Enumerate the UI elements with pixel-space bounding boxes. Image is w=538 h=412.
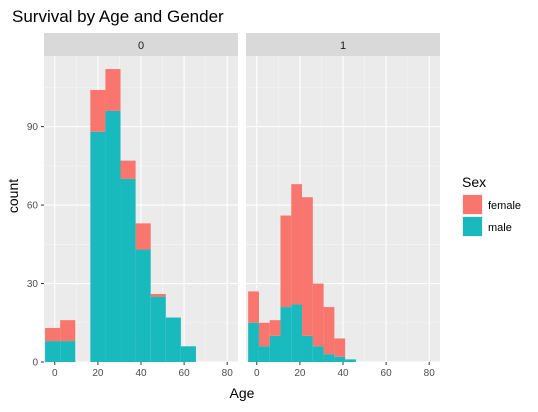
bar-male <box>248 322 259 362</box>
facet-strip <box>246 33 440 56</box>
y-tick-label: 60 <box>27 201 39 212</box>
bar-male <box>345 359 356 362</box>
x-tick-label: 0 <box>254 368 260 379</box>
facet-strip-label: 0 <box>138 40 144 52</box>
facet-panel-1: 1 0 20 40 60 80 <box>246 33 440 379</box>
bar-male <box>302 335 313 362</box>
facet-panels: 0 0 20 40 60 80 0 30 60 90 1 0 20 40 60 80 <box>27 33 440 379</box>
y-tick-label: 0 <box>32 358 38 369</box>
legend-key-male <box>463 217 482 236</box>
bar-female <box>323 307 335 355</box>
x-tick-label: 0 <box>52 368 58 379</box>
x-tick-label: 20 <box>92 368 104 379</box>
bar-female <box>291 184 303 305</box>
bar-female <box>302 197 313 336</box>
bar-male <box>280 307 292 362</box>
bar-female <box>280 215 292 308</box>
bar-female <box>258 322 270 347</box>
bar-male <box>90 131 106 362</box>
bar-male <box>312 346 324 362</box>
legend-title: Sex <box>462 174 486 190</box>
bar-male <box>135 249 151 362</box>
bar-female <box>312 283 324 347</box>
legend-label-female: female <box>488 200 521 212</box>
x-axis-label: Age <box>230 385 255 401</box>
legend-key-female <box>463 195 482 214</box>
x-tick-label: 60 <box>179 368 191 379</box>
bar-male <box>334 356 346 362</box>
facet-strip-label: 1 <box>340 40 346 52</box>
bar-female <box>60 320 76 342</box>
bar-male <box>323 354 335 362</box>
bar-male <box>291 304 303 362</box>
x-tick-label: 20 <box>294 368 306 379</box>
facet-panel-0: 0 0 20 40 60 80 0 30 60 90 <box>27 33 238 379</box>
x-tick-label: 40 <box>135 368 147 379</box>
y-tick-label: 90 <box>27 122 39 133</box>
bar-male <box>269 335 281 362</box>
x-tick-label: 80 <box>424 368 436 379</box>
y-axis-label: count <box>5 179 21 213</box>
bar-male <box>45 341 61 362</box>
x-tick-label: 80 <box>222 368 234 379</box>
legend-label-male: male <box>488 222 512 234</box>
y-tick-label: 30 <box>27 279 39 290</box>
bar-male <box>150 296 166 362</box>
bar-male <box>105 110 121 362</box>
bar-female <box>135 223 151 250</box>
facet-strip <box>44 33 238 56</box>
bar-male <box>180 346 196 362</box>
bar-female <box>150 294 166 297</box>
bar-male <box>60 341 76 362</box>
x-tick-label: 40 <box>337 368 349 379</box>
bar-male <box>165 317 181 362</box>
bar-female <box>90 90 106 132</box>
bar-female <box>334 338 346 357</box>
chart-title: Survival by Age and Gender <box>12 7 224 26</box>
bar-male <box>258 346 270 362</box>
bar-female <box>120 160 136 179</box>
bar-female <box>105 69 121 111</box>
bar-male <box>120 178 136 362</box>
bar-female <box>248 291 259 323</box>
legend: Sex female male <box>462 174 521 237</box>
bar-female <box>269 320 281 336</box>
x-tick-label: 60 <box>381 368 393 379</box>
bar-female <box>45 328 61 342</box>
